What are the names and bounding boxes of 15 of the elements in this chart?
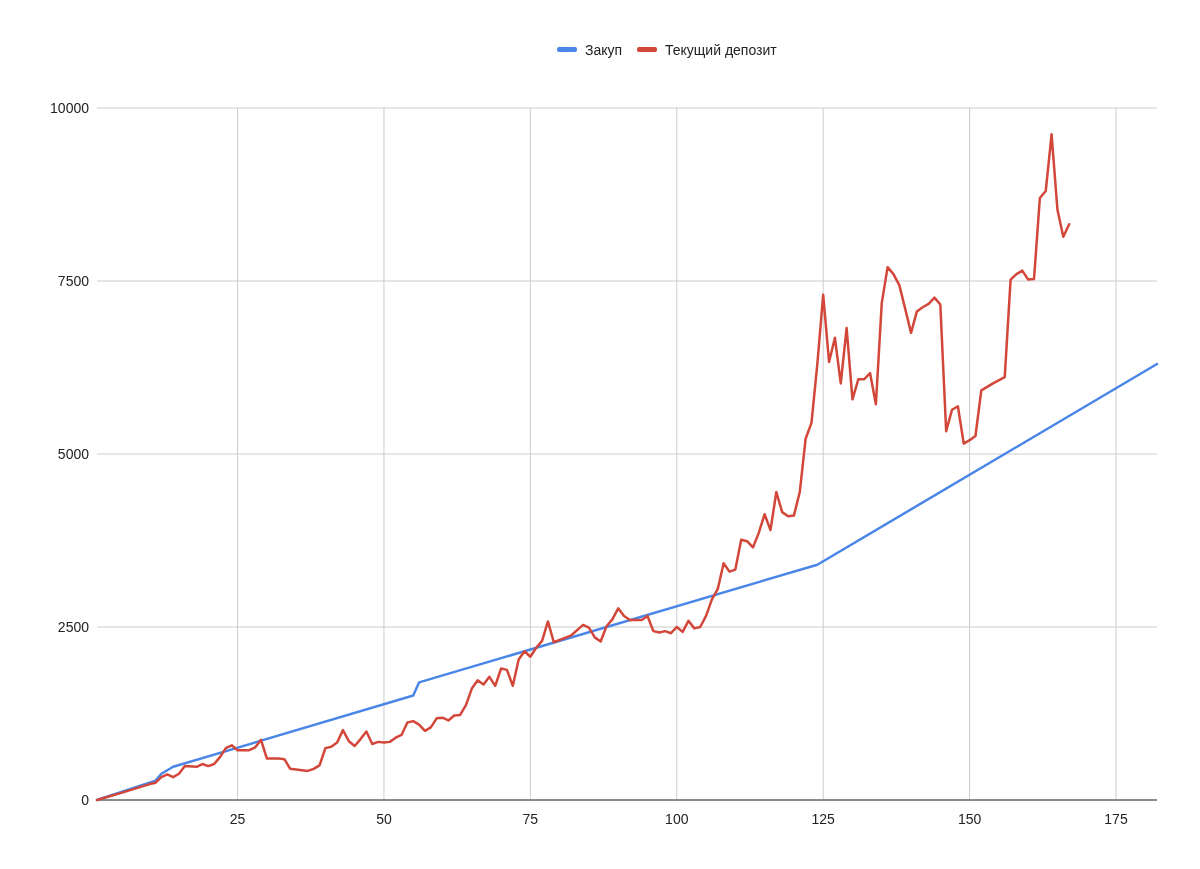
x-tick-label: 100 [665, 811, 689, 827]
y-tick-label: 2500 [57, 618, 90, 635]
y-tick-label: 10000 [50, 99, 90, 116]
x-tick-label: 75 [522, 811, 539, 827]
line-series [95, 133, 1071, 802]
x-tick-label: 150 [957, 811, 982, 827]
x-tick-label: 125 [811, 811, 836, 827]
x-tick-label: 25 [229, 811, 246, 827]
y-tick-label: 7500 [57, 272, 90, 289]
x-tick-label: 175 [1104, 811, 1128, 827]
legend-label: Закуп [585, 42, 623, 58]
legend-label: Текущий депозит [665, 42, 778, 58]
x-tick-label: 50 [376, 811, 392, 827]
y-tick-label: 5000 [57, 445, 90, 462]
y-tick-label: 0 [81, 791, 90, 808]
